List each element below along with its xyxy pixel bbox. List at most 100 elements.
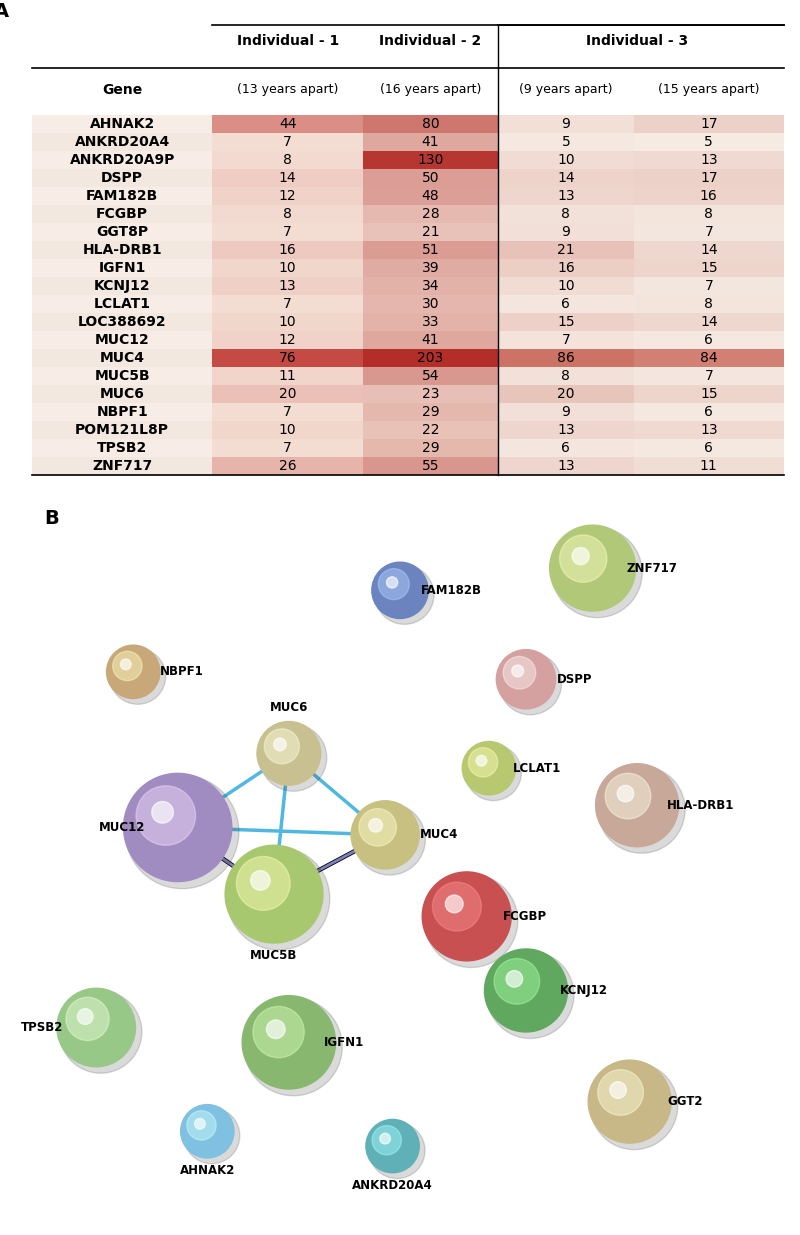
- Bar: [213, 295, 363, 314]
- Text: 17: 17: [700, 170, 718, 185]
- Bar: [32, 367, 213, 385]
- Circle shape: [552, 527, 642, 618]
- Text: 55: 55: [422, 459, 439, 473]
- Text: 11: 11: [279, 369, 297, 383]
- Circle shape: [499, 652, 562, 715]
- Text: LOC388692: LOC388692: [78, 315, 166, 330]
- Bar: [363, 224, 498, 241]
- Text: (13 years apart): (13 years apart): [237, 83, 338, 96]
- Bar: [363, 404, 498, 421]
- Bar: [498, 205, 634, 224]
- Circle shape: [242, 995, 335, 1089]
- Bar: [498, 404, 634, 421]
- Circle shape: [113, 651, 142, 680]
- Circle shape: [596, 763, 678, 847]
- Text: GGT2: GGT2: [667, 1095, 703, 1108]
- Bar: [363, 295, 498, 314]
- Text: 29: 29: [422, 441, 439, 456]
- Bar: [498, 224, 634, 241]
- Bar: [634, 295, 784, 314]
- Circle shape: [559, 535, 607, 582]
- Text: 50: 50: [422, 170, 439, 185]
- Bar: [32, 224, 213, 241]
- Bar: [32, 205, 213, 224]
- Bar: [498, 259, 634, 277]
- Text: 9: 9: [562, 405, 570, 420]
- Circle shape: [386, 577, 398, 588]
- Text: 5: 5: [562, 135, 570, 149]
- Bar: [634, 457, 784, 475]
- Text: 7: 7: [562, 333, 570, 347]
- Circle shape: [598, 766, 685, 853]
- Circle shape: [110, 648, 166, 704]
- Bar: [363, 314, 498, 331]
- Circle shape: [152, 802, 174, 823]
- Bar: [213, 241, 363, 259]
- Bar: [498, 367, 634, 385]
- Text: 44: 44: [279, 117, 297, 131]
- Text: 15: 15: [557, 315, 574, 330]
- Text: 7: 7: [705, 369, 713, 383]
- Circle shape: [186, 1110, 216, 1140]
- Bar: [634, 151, 784, 169]
- Bar: [363, 205, 498, 224]
- Text: 22: 22: [422, 424, 439, 437]
- Text: NBPF1: NBPF1: [159, 666, 203, 678]
- Bar: [363, 440, 498, 457]
- Text: 28: 28: [422, 207, 439, 221]
- Text: 54: 54: [422, 369, 439, 383]
- Bar: [363, 169, 498, 186]
- Text: 76: 76: [279, 351, 297, 366]
- Bar: [498, 295, 634, 314]
- Text: 13: 13: [557, 189, 574, 203]
- Text: 20: 20: [557, 388, 574, 401]
- Bar: [634, 133, 784, 151]
- Circle shape: [106, 645, 160, 699]
- Bar: [634, 205, 784, 224]
- Bar: [213, 367, 363, 385]
- Bar: [634, 224, 784, 241]
- Text: 16: 16: [279, 243, 297, 257]
- Text: 12: 12: [279, 333, 297, 347]
- Bar: [634, 421, 784, 440]
- Text: MUC12: MUC12: [99, 821, 146, 834]
- Text: 13: 13: [700, 424, 718, 437]
- Text: 8: 8: [283, 207, 292, 221]
- Text: 13: 13: [700, 153, 718, 167]
- Bar: [32, 186, 213, 205]
- Circle shape: [369, 819, 382, 832]
- Text: 7: 7: [283, 298, 292, 311]
- Circle shape: [225, 845, 323, 944]
- Bar: [634, 277, 784, 295]
- Circle shape: [425, 874, 518, 967]
- Text: DSPP: DSPP: [556, 673, 592, 685]
- Circle shape: [476, 756, 486, 766]
- Text: MUC6: MUC6: [100, 388, 145, 401]
- Bar: [32, 404, 213, 421]
- Text: ZNF717: ZNF717: [92, 459, 152, 473]
- Text: FAM182B: FAM182B: [86, 189, 158, 203]
- Bar: [634, 350, 784, 367]
- Bar: [213, 277, 363, 295]
- Bar: [32, 169, 213, 186]
- Text: FCGBP: FCGBP: [502, 910, 546, 923]
- Bar: [213, 224, 363, 241]
- Text: 7: 7: [283, 135, 292, 149]
- Circle shape: [194, 1119, 206, 1129]
- Bar: [32, 115, 213, 133]
- Bar: [32, 295, 213, 314]
- Bar: [32, 421, 213, 440]
- Text: 29: 29: [422, 405, 439, 420]
- Bar: [213, 421, 363, 440]
- Text: 6: 6: [562, 298, 570, 311]
- Text: 8: 8: [562, 369, 570, 383]
- Text: MUC12: MUC12: [95, 333, 150, 347]
- Text: POM121L8P: POM121L8P: [75, 424, 170, 437]
- Text: FAM182B: FAM182B: [422, 584, 482, 597]
- Text: KCNJ12: KCNJ12: [94, 279, 150, 293]
- Bar: [32, 151, 213, 169]
- Circle shape: [227, 847, 330, 950]
- Text: 8: 8: [562, 207, 570, 221]
- Bar: [634, 385, 784, 404]
- Text: MUC5B: MUC5B: [94, 369, 150, 383]
